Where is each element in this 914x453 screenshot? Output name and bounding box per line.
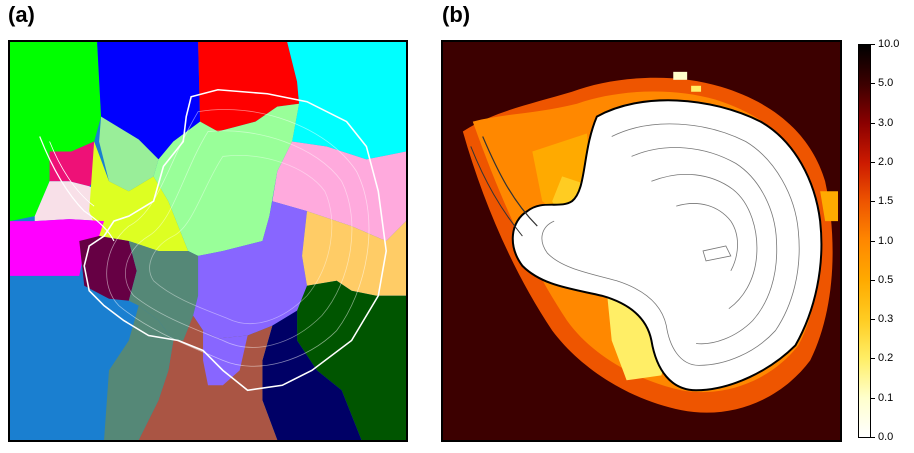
ice-shelf-region — [820, 191, 839, 222]
panel-b-label: (b) — [442, 2, 471, 27]
basin-region — [97, 42, 201, 160]
melt-map-svg — [443, 42, 840, 440]
elevation-contour — [651, 173, 758, 309]
peninsula-coastline — [39, 136, 115, 242]
colorbar-tick — [871, 122, 875, 124]
colorbar-tick — [871, 279, 875, 281]
colorbar-tick-label: 0.3 — [878, 313, 894, 326]
colorbar-tick — [871, 240, 875, 242]
elevation-contour — [631, 147, 778, 345]
basin-region — [153, 103, 300, 256]
colorbar-tick-label: 0.1 — [878, 391, 894, 404]
basin-region — [104, 305, 174, 440]
elevation-contour — [149, 155, 333, 325]
basin-region — [79, 236, 137, 301]
elevation-contour — [125, 130, 353, 348]
basin-region — [49, 141, 100, 187]
basin-region — [297, 280, 406, 440]
colorbar-tick-label: 10.0 — [878, 38, 900, 50]
ice-sheet-coastline — [83, 88, 388, 392]
basin-region — [10, 219, 105, 276]
colorbar-tick — [871, 397, 875, 399]
ice-shelf-region — [673, 71, 688, 80]
melt-rate-colorbar — [858, 44, 871, 438]
colorbar-tick — [871, 161, 875, 163]
basin-region — [262, 310, 362, 440]
basin-region — [272, 141, 406, 241]
colorbar-tick — [871, 358, 875, 360]
basin-region — [99, 116, 159, 192]
colorbar-tick — [871, 44, 875, 45]
ice-shelf-region — [691, 85, 702, 92]
basin-partition-map — [8, 40, 408, 442]
melt-rate-map — [441, 40, 842, 442]
elevation-contour — [541, 123, 800, 366]
colorbar-tick-label: 0.2 — [878, 352, 894, 365]
colorbar-tick-label: 5.0 — [878, 77, 894, 90]
basin-region — [287, 42, 406, 160]
colorbar-tick — [871, 437, 875, 438]
peninsula-coastline — [482, 136, 538, 227]
elevation-contour — [702, 245, 732, 262]
colorbar-tick-label: 1.0 — [878, 234, 894, 247]
basin-map-svg — [10, 42, 406, 440]
basin-region — [203, 330, 248, 386]
basin-region — [302, 211, 406, 296]
basin-region — [193, 201, 307, 339]
colorbar-tick — [871, 319, 875, 321]
basin-region — [128, 241, 199, 341]
colorbar-tick — [871, 201, 875, 203]
peninsula-coastline — [470, 146, 523, 237]
colorbar-tick-label: 0.5 — [878, 273, 894, 286]
colorbar-tick-label: 0.0 — [878, 431, 894, 443]
colorbar-tick-label: 3.0 — [878, 116, 894, 129]
colorbar-tick-label: 2.0 — [878, 155, 894, 168]
colorbar-tick — [871, 83, 875, 85]
elevation-contour — [676, 203, 738, 272]
grounded-ice-sheet — [511, 99, 823, 392]
basin-region — [89, 141, 189, 251]
peninsula-coastline — [49, 141, 95, 207]
panel-a-label: (a) — [8, 2, 35, 27]
basin-region — [10, 42, 102, 222]
colorbar-tick-label: 1.5 — [878, 195, 894, 208]
basin-region — [34, 181, 105, 222]
elevation-contour — [106, 109, 370, 367]
